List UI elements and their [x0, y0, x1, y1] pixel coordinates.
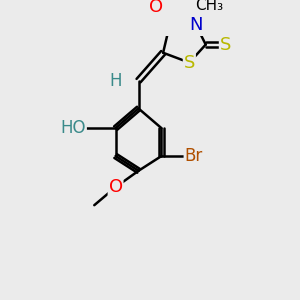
Text: N: N	[189, 16, 202, 34]
Text: S: S	[184, 54, 195, 72]
Text: S: S	[220, 36, 231, 54]
Text: HO: HO	[61, 119, 86, 137]
Text: O: O	[149, 0, 164, 16]
Text: O: O	[109, 178, 123, 196]
Text: CH₃: CH₃	[195, 0, 223, 13]
Text: Br: Br	[184, 147, 203, 165]
Text: H: H	[109, 72, 122, 90]
